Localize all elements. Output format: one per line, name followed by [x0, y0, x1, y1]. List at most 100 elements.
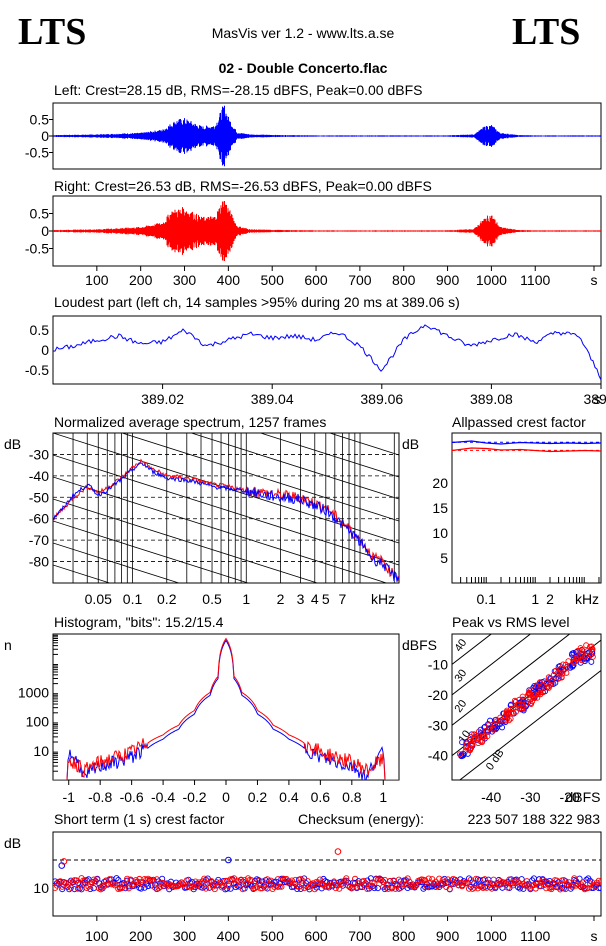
short-term-point [201, 875, 208, 882]
loudest-part-frame [52, 315, 602, 385]
short-term-xtick-label: 1000 [476, 928, 507, 944]
short-term-point [129, 882, 136, 889]
peak-rms-point [479, 733, 486, 740]
loudest-part-xtick-label: 389.1 [583, 391, 606, 407]
peak-rms-point [556, 667, 563, 674]
peak-rms-point [471, 735, 478, 742]
short-term-point [383, 881, 390, 889]
short-term-point [378, 877, 385, 884]
short-term-point [534, 880, 541, 887]
loudest-part-ytick-label: -0.5 [25, 362, 49, 378]
peak-rms-point [545, 683, 552, 690]
spectrum-xtick-label: 7 [339, 591, 347, 607]
peak-rms-point [537, 691, 544, 698]
short-term-point [59, 886, 66, 893]
peak-rms-point [545, 674, 552, 681]
short-term-point [118, 885, 125, 892]
loudest-part-ytick-label: 0.5 [30, 322, 50, 338]
peak-rms-point [520, 697, 527, 704]
short-term-point [480, 884, 487, 891]
peak-rms-ytick-label: -40 [428, 748, 448, 764]
peak-rms-xtick-label: -30 [520, 789, 540, 805]
spectrum-slope-line [53, 454, 399, 566]
short-term-point [574, 881, 581, 888]
peak-rms-point [574, 647, 581, 654]
peak-rms-xtick-label: dBFS [565, 789, 600, 805]
peak-rms-point [511, 697, 518, 704]
short-term-point [288, 877, 295, 884]
right-waveform-xtick-label: 100 [85, 272, 109, 288]
short-term-point [350, 884, 357, 891]
spectrum-slope-line [53, 476, 388, 583]
crest-xtick-label: 1 [531, 591, 539, 607]
short-term-point [411, 883, 418, 890]
right-waveform-ytick-label: 0 [41, 223, 49, 239]
short-term-point [243, 880, 250, 887]
histogram-xtick-label: -1 [63, 789, 76, 805]
peak-rms-point [519, 693, 526, 700]
peak-rms-frame [451, 633, 602, 781]
peak-rms-point [520, 705, 527, 711]
short-term-point [188, 878, 196, 885]
peak-rms-point [491, 720, 498, 727]
peak-rms-point [463, 740, 470, 747]
crest-xtick-label: kHz [575, 591, 599, 607]
peak-rms-point [475, 732, 482, 739]
peak-rms-point [557, 670, 564, 677]
short-term-point [287, 879, 294, 886]
crest-ytick-label: 20 [432, 475, 448, 491]
loudest-part-series [53, 324, 601, 381]
spectrum-slope-line [190, 433, 399, 500]
short-term-point [124, 877, 131, 884]
spectrum-slope-line [53, 631, 399, 741]
peak-rms-point [524, 692, 531, 699]
peak-rms-point [570, 658, 577, 665]
short-term-point [579, 879, 587, 886]
crest-series-0 [452, 440, 601, 445]
peak-rms-ytick-label: -30 [428, 717, 448, 733]
crest-ylabel: dB [402, 436, 419, 452]
short-term-point [155, 885, 162, 892]
short-term-point [388, 885, 395, 892]
short-term-point [506, 876, 513, 883]
peak-rms-point [502, 713, 509, 720]
peak-rms-crest-diagonal [459, 669, 601, 780]
short-term-point [131, 882, 138, 889]
short-term-point [594, 879, 601, 886]
short-term-outlier [334, 848, 342, 855]
peak-rms-point [550, 681, 557, 688]
spectrum-slope-line [328, 433, 399, 456]
spectrum-xtick-label: 4 [311, 591, 319, 607]
short-term-point [183, 877, 190, 884]
peak-rms-point [483, 728, 490, 735]
peak-rms-point [558, 674, 565, 681]
short-term-point [586, 880, 594, 887]
short-term-point [597, 879, 601, 886]
short-term-point [346, 883, 353, 890]
left-waveform-ytick-label: -0.5 [25, 145, 49, 161]
short-term-point [352, 875, 359, 882]
spectrum-ytick-label: -50 [29, 489, 49, 505]
short-term-outlier [225, 856, 232, 864]
plot-area [53, 324, 601, 381]
peak-rms-point [563, 669, 570, 676]
short-term-xtick-label: 800 [392, 928, 416, 944]
spectrum-slope-line [53, 542, 181, 583]
short-term-point [213, 879, 220, 886]
spectrum-xtick-label: 0.5 [202, 591, 222, 607]
spectrum-series-0 [53, 458, 399, 582]
peak-rms-point [485, 722, 492, 728]
peak-rms-point [531, 691, 537, 698]
right-waveform-title: Right: Crest=26.53 dB, RMS=-26.53 dBFS, … [54, 178, 432, 194]
histogram-xtick-label: 0.6 [311, 789, 331, 805]
short-term-xtick-label: 200 [129, 928, 153, 944]
short-term-point [269, 885, 276, 893]
short-term-point [586, 877, 594, 884]
short-term-xtick-label: 900 [436, 928, 460, 944]
spectrum-ytick-label: -70 [29, 532, 49, 548]
short-term-point [374, 885, 381, 892]
short-term-xtick-label: 400 [217, 928, 241, 944]
right-waveform-xtick-label: 800 [392, 272, 416, 288]
short-term-point [406, 878, 413, 885]
histogram-series-1 [53, 637, 399, 780]
